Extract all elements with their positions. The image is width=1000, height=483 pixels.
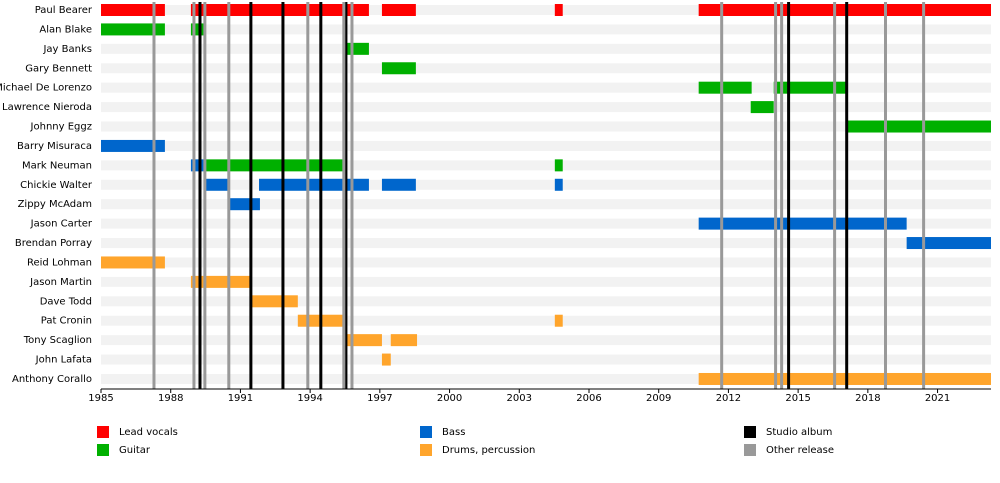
row-band bbox=[101, 199, 991, 210]
x-tick-label: 2021 bbox=[925, 393, 950, 404]
x-tick-label: 1991 bbox=[228, 393, 253, 404]
x-tick-label: 2018 bbox=[855, 393, 880, 404]
member-label: Dave Todd bbox=[40, 296, 92, 307]
row-band bbox=[101, 140, 991, 151]
row-band bbox=[101, 160, 991, 171]
x-tick-label: 1988 bbox=[158, 393, 183, 404]
tenure-bar bbox=[101, 256, 165, 269]
tenure-bar bbox=[698, 4, 991, 16]
row-band bbox=[101, 276, 991, 287]
tenure-bar bbox=[750, 101, 774, 114]
row-band bbox=[101, 218, 991, 229]
row-band bbox=[101, 373, 991, 384]
tenure-bar bbox=[344, 334, 382, 347]
row-band bbox=[101, 24, 991, 35]
legend-swatch bbox=[97, 426, 109, 438]
tenure-bar bbox=[554, 4, 563, 16]
member-label: Chickie Walter bbox=[20, 180, 93, 191]
tenure-bar bbox=[698, 81, 752, 94]
member-label: Paul Bearer bbox=[35, 5, 93, 16]
row-band bbox=[101, 43, 991, 54]
tenure-bar bbox=[190, 4, 369, 16]
row-band bbox=[101, 296, 991, 307]
member-label: Johnny Eggz bbox=[30, 122, 92, 133]
x-tick-label: 2009 bbox=[646, 393, 671, 404]
x-tick-label: 1997 bbox=[367, 393, 392, 404]
tenure-bar bbox=[190, 23, 205, 36]
member-label: Reid Lohman bbox=[27, 257, 92, 268]
tenure-bar bbox=[845, 120, 991, 133]
tenure-bar bbox=[344, 42, 369, 55]
member-label: Barry Misuraca bbox=[17, 141, 92, 152]
tenure-bar bbox=[259, 178, 369, 191]
legend-label: Other release bbox=[766, 445, 834, 456]
member-label: Jay Banks bbox=[42, 44, 92, 55]
tenure-bar bbox=[101, 23, 165, 36]
legend-swatch bbox=[420, 426, 432, 438]
tenure-bar bbox=[381, 4, 416, 16]
tenure-bar bbox=[773, 81, 846, 94]
member-label: Jason Carter bbox=[30, 219, 93, 230]
member-label: Lawrence Nieroda bbox=[2, 102, 92, 113]
row-band bbox=[101, 354, 991, 365]
member-label: Alan Blake bbox=[39, 24, 92, 35]
tenure-bar bbox=[381, 62, 416, 75]
x-tick-label: 2015 bbox=[785, 393, 810, 404]
row-band bbox=[101, 238, 991, 249]
row-band bbox=[101, 257, 991, 268]
tenure-bar bbox=[204, 159, 345, 172]
tenure-bar bbox=[698, 217, 907, 230]
row-band bbox=[101, 315, 991, 326]
legend-label: Lead vocals bbox=[119, 427, 178, 438]
row-band bbox=[101, 5, 991, 15]
legend-label: Studio album bbox=[766, 427, 832, 438]
tenure-bar bbox=[101, 139, 165, 152]
tenure-bar bbox=[204, 178, 229, 191]
member-label: Anthony Corallo bbox=[12, 374, 92, 385]
row-band bbox=[101, 179, 991, 190]
legend-swatch bbox=[744, 444, 756, 456]
member-label: John Lafata bbox=[35, 355, 92, 366]
member-label: Brendan Porray bbox=[15, 238, 92, 249]
member-label: Mark Neuman bbox=[22, 160, 92, 171]
x-tick-label: 1985 bbox=[88, 393, 113, 404]
legend-label: Bass bbox=[442, 427, 465, 438]
tenure-bar bbox=[554, 314, 563, 327]
member-label: Pat Cronin bbox=[41, 316, 92, 327]
legend-swatch bbox=[744, 426, 756, 438]
legend-label: Guitar bbox=[119, 445, 151, 456]
tenure-bar bbox=[250, 295, 298, 308]
tenure-bar bbox=[554, 178, 563, 191]
tenure-bar bbox=[381, 353, 391, 366]
legend-swatch bbox=[420, 444, 432, 456]
tenure-bar bbox=[228, 198, 260, 211]
row-band bbox=[101, 82, 991, 93]
member-label: Zippy McAdam bbox=[18, 199, 92, 210]
row-band bbox=[101, 121, 991, 132]
tenure-bar bbox=[381, 178, 416, 191]
x-tick-label: 2003 bbox=[507, 393, 532, 404]
tenure-bar bbox=[101, 4, 165, 16]
tenure-bar bbox=[554, 159, 563, 172]
tenure-bar bbox=[390, 334, 418, 347]
legend-label: Drums, percussion bbox=[442, 445, 535, 456]
member-label: Gary Bennett bbox=[25, 63, 92, 74]
member-label: Michael De Lorenzo bbox=[0, 83, 92, 94]
row-band bbox=[101, 63, 991, 74]
x-tick-label: 2006 bbox=[576, 393, 601, 404]
x-tick-label: 2000 bbox=[437, 393, 462, 404]
x-tick-label: 1994 bbox=[297, 393, 322, 404]
row-band bbox=[101, 335, 991, 346]
tenure-bar bbox=[698, 372, 991, 385]
x-tick-label: 2012 bbox=[716, 393, 741, 404]
member-label: Tony Scaglion bbox=[23, 335, 92, 346]
row-band bbox=[101, 102, 991, 113]
legend-swatch bbox=[97, 444, 109, 456]
tenure-bar bbox=[906, 237, 991, 250]
member-label: Jason Martin bbox=[29, 277, 92, 288]
